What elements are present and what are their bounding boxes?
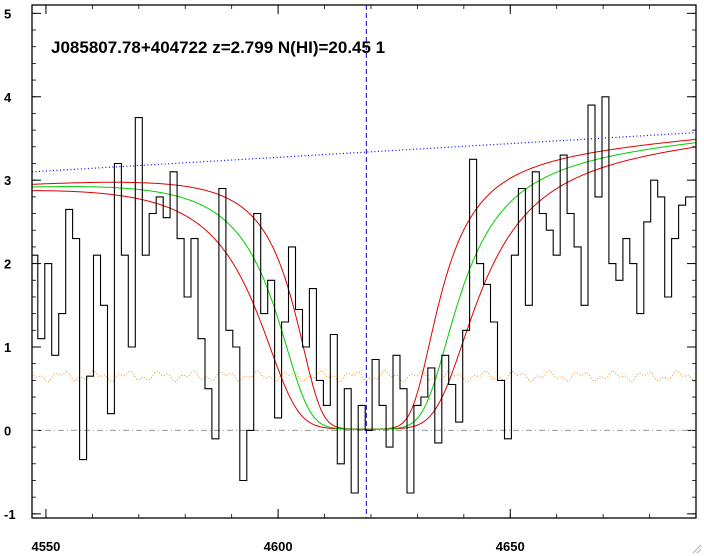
best-fit-line <box>32 142 696 430</box>
chart-title: J085807.78+404722 z=2.799 N(HI)=20.45 1 <box>51 38 385 57</box>
x-axis-ticks: 4550 4600 4650 <box>31 5 697 554</box>
fit-upper-bound-line <box>32 138 696 430</box>
flux-series <box>32 96 693 494</box>
y-tick-label: 1 <box>4 340 11 355</box>
x-tick-label: 4600 <box>264 539 293 554</box>
y-tick-label: 2 <box>4 257 11 272</box>
y-tick-label: 3 <box>4 173 11 188</box>
y-tick-label: 5 <box>4 6 11 21</box>
y-tick-label: -1 <box>4 507 16 522</box>
y-axis-ticks: -1 0 1 2 3 4 5 <box>4 6 696 522</box>
error-series <box>32 369 696 383</box>
resize-grip-icon[interactable] <box>690 542 702 554</box>
x-tick-label: 4550 <box>31 539 60 554</box>
continuum-line <box>32 132 696 173</box>
y-tick-label: 4 <box>4 90 12 105</box>
y-tick-label: 0 <box>4 423 11 438</box>
x-tick-label: 4650 <box>496 539 525 554</box>
fit-lower-bound-line <box>32 146 696 430</box>
plot-area <box>32 5 696 518</box>
plot-frame <box>31 4 697 519</box>
